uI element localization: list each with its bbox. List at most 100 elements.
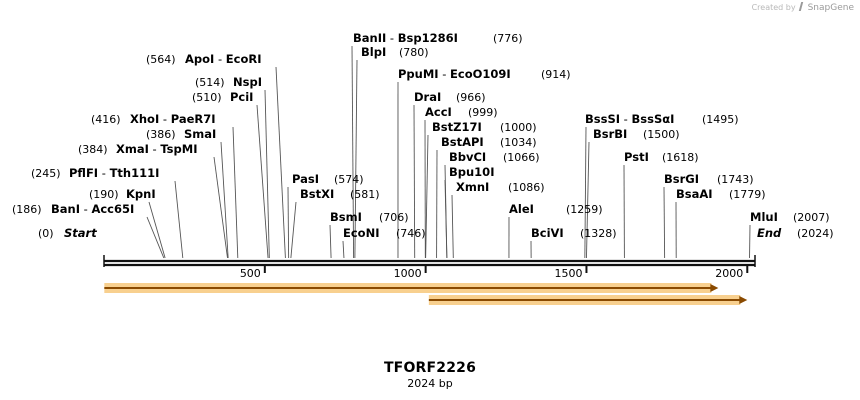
enzyme-name-part: TspMI [160, 142, 197, 156]
snapgene-logo-icon [798, 2, 807, 11]
site-label-xmni[interactable]: (1086) XmnI [456, 180, 545, 194]
site-position: (914) [541, 68, 571, 81]
ruler-tick-label: 500 [240, 267, 261, 280]
leader-line [148, 201, 166, 259]
enzyme-name: PpuMI - EcoO109I [398, 67, 511, 81]
enzyme-name-part: XhoI [130, 112, 159, 126]
site-label-bstxi[interactable]: (581) BstXI [300, 187, 380, 201]
enzyme-name-part: EcoRI [226, 52, 262, 66]
leader-line [220, 141, 229, 259]
site-label-bani-acc65i[interactable]: (186) BanI - Acc65I [12, 202, 134, 216]
site-position: (999) [468, 106, 498, 119]
enzyme-name: BlpI [361, 45, 386, 59]
site-label-bstapi[interactable]: (1034) BstAPI [441, 135, 537, 149]
enzyme-name: BsrBI [593, 127, 627, 141]
ruler-ticks: 500 1000 1500 2000 [240, 266, 749, 280]
site-position: (706) [379, 211, 409, 224]
leader-line [174, 180, 184, 259]
site-label-bsaai[interactable]: (1779) BsaAI [676, 187, 766, 201]
enzyme-name-part: BanI [51, 202, 80, 216]
site-label-bbvci[interactable]: (1066) BbvCI [449, 150, 540, 164]
feature-arrow[interactable] [428, 295, 748, 305]
enzyme-name: Start [64, 226, 97, 240]
enzyme-name-part: XmnI [456, 180, 489, 194]
map-title-block: TFORF2226 2024 bp [0, 360, 860, 390]
leader-line [232, 126, 239, 259]
enzyme-name: BssSI - BssSαI [585, 112, 674, 126]
enzyme-name-part: AccI [425, 105, 452, 119]
site-position: (1328) [580, 227, 617, 240]
site-position: (2007) [793, 211, 830, 224]
map-length: 2024 bp [407, 377, 453, 390]
enzyme-name-part: BsrGI [664, 172, 699, 186]
site-label-psti[interactable]: (1618) PstI [624, 150, 699, 164]
site-label-smai[interactable]: (386) SmaI [146, 127, 216, 141]
site-label-bsrgi[interactable]: (1743) BsrGI [664, 172, 754, 186]
site-position: (386) [146, 128, 176, 141]
enzyme-name-part: PasI [292, 172, 319, 186]
site-label-end[interactable]: (2024) End [757, 226, 834, 240]
enzyme-name: BsaAI [676, 187, 713, 201]
site-position: (190) [89, 188, 119, 201]
site-label-pasi[interactable]: (574) PasI [292, 172, 364, 186]
enzyme-name: NspI [233, 75, 262, 89]
enzyme-name-part: KpnI [126, 187, 156, 201]
site-label-bsrbi[interactable]: (1500) BsrBI [593, 127, 680, 141]
leader-line [586, 141, 590, 259]
leader-line [256, 104, 269, 259]
snapgene-credit: Created by SnapGene [752, 2, 854, 13]
site-label-bsssi-bsss-i[interactable]: (1495) BssSI - BssSαI [585, 112, 739, 126]
enzyme-name-part: BciVI [531, 226, 564, 240]
site-label-xmai-tspmi[interactable]: (384) XmaI - TspMI [78, 142, 197, 156]
site-label-bcivi[interactable]: (1328) BciVI [531, 226, 617, 240]
site-label-bpu10i[interactable]: Bpu10I [449, 165, 494, 179]
enzyme-name: PciI [230, 90, 253, 104]
site-label-banii-bsp1286i[interactable]: (776) BanII - Bsp1286I [353, 31, 523, 45]
site-position: (186) [12, 203, 42, 216]
site-position: (574) [334, 173, 364, 186]
leader-line [287, 186, 290, 259]
leader-line [354, 59, 358, 259]
site-label-mlui[interactable]: (2007) MluI [750, 210, 830, 224]
site-label-xhoi-paer7i[interactable]: (416) XhoI - PaeR7I [91, 112, 216, 126]
site-label-start[interactable]: (0) Start [38, 226, 97, 240]
site-label-acci[interactable]: (999) AccI [425, 105, 498, 119]
enzyme-name: SmaI [184, 127, 216, 141]
site-label-kpni[interactable]: (190) KpnI [89, 187, 156, 201]
site-position: (1034) [500, 136, 537, 149]
enzyme-name: BanI - Acc65I [51, 202, 134, 216]
site-label-bsmi[interactable]: (706) BsmI [330, 210, 409, 224]
site-label-ppumi-ecoo109i[interactable]: (914) PpuMI - EcoO109I [398, 67, 571, 81]
enzyme-name: AccI [425, 105, 452, 119]
enzyme-name-part: AleI [509, 202, 534, 216]
leader-line [425, 134, 429, 259]
enzyme-name: PasI [292, 172, 319, 186]
leader-line [213, 156, 228, 259]
leader-line [584, 126, 587, 259]
site-position: (514) [195, 76, 225, 89]
site-label-econi[interactable]: (746) EcoNI [343, 226, 426, 240]
site-label-drai[interactable]: (966) DraI [414, 90, 486, 104]
site-label-bstz17i[interactable]: (1000) BstZ17I [432, 120, 537, 134]
site-position: (1779) [729, 188, 766, 201]
feature-arrow[interactable] [104, 283, 719, 293]
enzyme-name: BanII - Bsp1286I [353, 31, 458, 45]
enzyme-name-part: DraI [414, 90, 441, 104]
site-label-pcii[interactable]: (510) PciI [192, 90, 253, 104]
leader-line [290, 201, 297, 259]
site-label-apoi-ecori[interactable]: (564) ApoI - EcoRI [146, 52, 262, 66]
enzyme-name: PflFI - Tth111I [69, 166, 159, 180]
enzyme-name-part: BbvCI [449, 150, 486, 164]
enzyme-name: End [757, 226, 782, 240]
site-label-alei[interactable]: (1259) AleI [509, 202, 603, 216]
enzyme-name-part: Tth111I [110, 166, 160, 180]
enzyme-name: XmaI - TspMI [116, 142, 197, 156]
site-position: (966) [456, 91, 486, 104]
leader-lines [146, 45, 751, 259]
site-label-nspi[interactable]: (514) NspI [195, 75, 262, 89]
enzyme-name-part: Bsp1286I [398, 31, 458, 45]
site-position: (564) [146, 53, 176, 66]
site-position: (384) [78, 143, 108, 156]
site-label-pflfi-tth111i[interactable]: (245) PflFI - Tth111I [31, 166, 159, 180]
site-label-blpi[interactable]: (780) BlpI [361, 45, 429, 59]
